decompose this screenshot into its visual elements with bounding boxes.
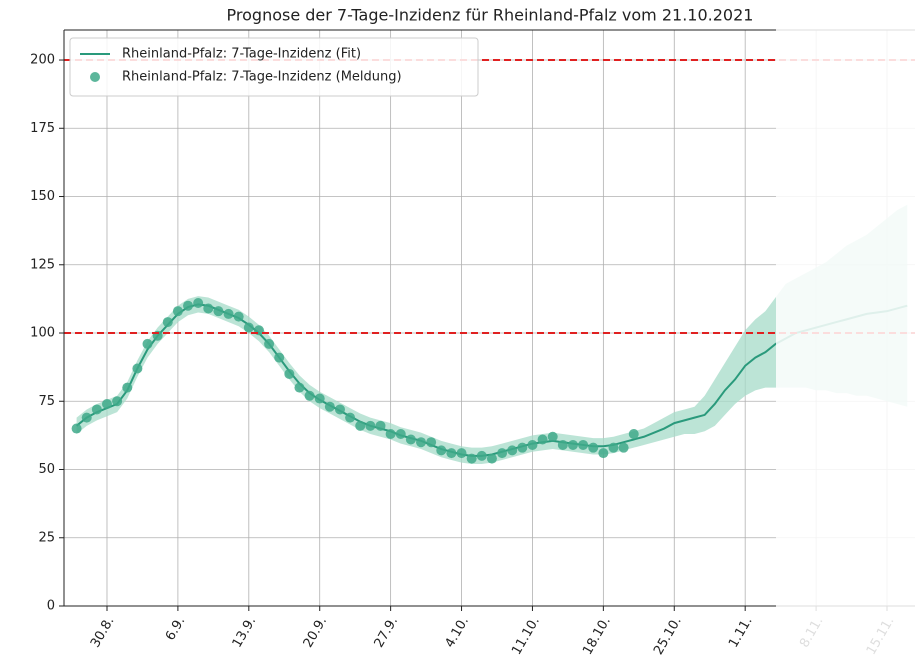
y-tick-label: 25 (38, 530, 55, 545)
data-point (334, 404, 345, 415)
data-point (578, 439, 589, 450)
x-tick-label: 1.11. (726, 614, 756, 650)
x-tick-label: 27.9. (372, 614, 402, 650)
data-point (426, 437, 437, 448)
y-tick-label: 0 (47, 599, 55, 614)
data-point (162, 317, 173, 328)
data-point (274, 352, 285, 363)
chart-title: Prognose der 7-Tage-Inzidenz für Rheinla… (227, 6, 754, 25)
data-point (618, 442, 629, 453)
data-point (243, 322, 254, 333)
data-point (294, 382, 305, 393)
data-point (456, 448, 467, 459)
y-tick-label: 175 (30, 121, 55, 136)
data-point (112, 396, 123, 407)
legend-box (69, 37, 479, 97)
data-point (588, 442, 599, 453)
data-point (284, 368, 295, 379)
data-point (142, 338, 153, 349)
x-tick-label: 11.10. (509, 614, 543, 657)
data-point (628, 429, 639, 440)
data-point (132, 363, 143, 374)
x-tick-label: 4.10. (443, 614, 473, 650)
data-point (405, 434, 416, 445)
data-point (213, 306, 224, 317)
data-point (355, 420, 366, 431)
data-point (71, 423, 82, 434)
x-tick-label: 20.9. (301, 614, 331, 650)
legend-label: Rheinland-Pfalz: 7-Tage-Inzidenz (Fit) (122, 47, 361, 62)
data-point (233, 311, 244, 322)
data-point (183, 300, 194, 311)
data-point (193, 297, 204, 308)
x-tick-label: 25.10. (651, 614, 685, 657)
data-point (345, 412, 356, 423)
data-point (314, 393, 325, 404)
x-tick-label: 6.9. (163, 614, 188, 643)
y-tick-label: 150 (30, 189, 55, 204)
data-point (557, 439, 568, 450)
legend-label: Rheinland-Pfalz: 7-Tage-Inzidenz (Meldun… (122, 70, 402, 85)
y-tick-label: 125 (30, 257, 55, 272)
data-point (507, 445, 518, 456)
y-tick-label: 75 (38, 394, 55, 409)
data-point (203, 303, 214, 314)
data-point (122, 382, 133, 393)
y-tick-label: 200 (30, 53, 55, 68)
data-point (101, 398, 112, 409)
data-point (446, 448, 457, 459)
x-tick-label: 18.10. (580, 614, 614, 657)
data-point (365, 420, 376, 431)
legend-swatch (90, 72, 100, 82)
data-point (375, 420, 386, 431)
x-tick-label: 13.9. (230, 614, 260, 650)
data-point (304, 390, 315, 401)
data-point (567, 439, 578, 450)
y-tick-label: 50 (38, 462, 55, 477)
x-tick-label: 30.8. (88, 614, 118, 650)
data-point (527, 439, 538, 450)
forecast-fade (776, 29, 915, 672)
data-point (223, 308, 234, 319)
data-point (395, 429, 406, 440)
data-point (416, 437, 427, 448)
data-point (497, 448, 508, 459)
data-point (436, 445, 447, 456)
plot-area (64, 30, 915, 606)
y-tick-label: 100 (30, 326, 55, 341)
data-point (598, 448, 609, 459)
data-point (385, 429, 396, 440)
data-point (486, 453, 497, 464)
data-point (324, 401, 335, 412)
data-point (517, 442, 528, 453)
data-point (476, 450, 487, 461)
data-point (172, 306, 183, 317)
data-point (547, 431, 558, 442)
data-point (264, 338, 275, 349)
data-point (537, 434, 548, 445)
data-point (91, 404, 102, 415)
data-point (608, 442, 619, 453)
data-point (81, 412, 92, 423)
data-point (466, 453, 477, 464)
